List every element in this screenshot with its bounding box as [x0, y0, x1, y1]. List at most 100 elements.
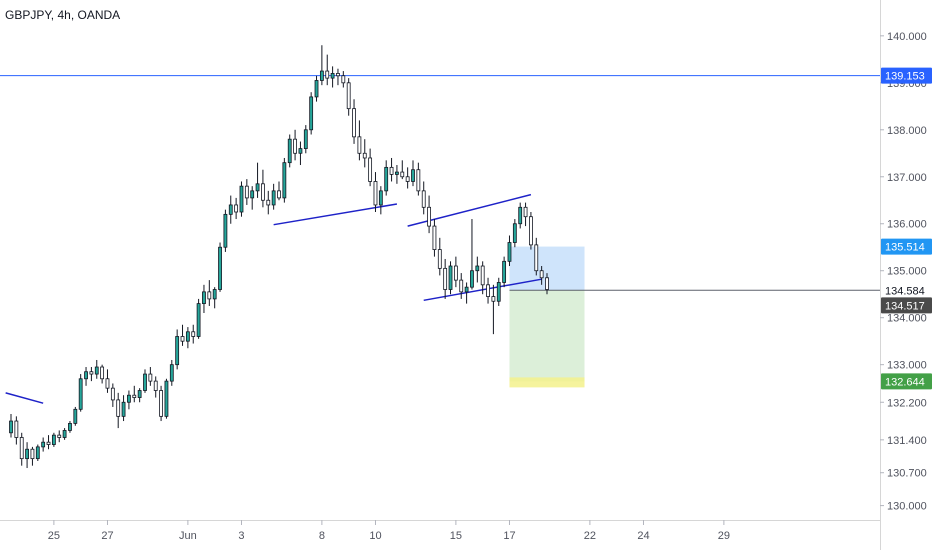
- candle: [30, 446, 35, 466]
- candle: [239, 181, 244, 217]
- candle: [443, 258, 448, 299]
- candle: [336, 68, 340, 86]
- price-tag-target: 132.644: [881, 373, 932, 390]
- candle: [539, 266, 544, 285]
- candle: [330, 66, 335, 88]
- candle: [416, 162, 421, 196]
- price-tick-label: 131.400: [887, 435, 927, 447]
- price-tag-entry: 134.584: [881, 282, 932, 299]
- candle: [282, 157, 287, 203]
- candle: [395, 165, 399, 184]
- candles: [9, 45, 549, 469]
- candle: [207, 280, 212, 306]
- svg-text:134.584: 134.584: [885, 285, 925, 297]
- candle: [405, 167, 410, 189]
- price-axis[interactable]: 140.000139.000138.000137.000136.000135.0…: [880, 31, 927, 513]
- price-tick-label: 136.000: [887, 219, 927, 231]
- candle: [384, 160, 389, 196]
- candle: [432, 219, 437, 257]
- candle: [534, 237, 539, 276]
- time-tick-label: 17: [503, 530, 515, 542]
- candle: [480, 261, 485, 295]
- candle: [486, 277, 490, 304]
- candle: [411, 160, 415, 187]
- price-tag-stop: 135.514: [881, 238, 932, 255]
- position-tool[interactable]: [509, 246, 880, 388]
- candle: [271, 183, 276, 210]
- target-zone[interactable]: [509, 290, 585, 382]
- time-tick-label: 10: [369, 530, 381, 542]
- price-tick-label: 130.000: [887, 501, 927, 513]
- time-tick-label: 8: [319, 530, 325, 542]
- time-tick-label: 29: [718, 530, 730, 542]
- candle: [475, 256, 480, 283]
- candle: [191, 324, 196, 344]
- candle: [421, 181, 426, 215]
- candle: [73, 406, 78, 426]
- target-band: [509, 377, 585, 388]
- trendline[interactable]: [5, 392, 44, 404]
- candle: [218, 242, 222, 292]
- price-tags: 139.153135.514134.58401:32:07134.517132.…: [881, 67, 932, 390]
- svg-text:135.514: 135.514: [885, 242, 925, 254]
- price-tag-last: 134.517: [881, 297, 932, 314]
- candle: [57, 430, 62, 443]
- candle: [51, 432, 56, 447]
- candle: [250, 186, 255, 210]
- time-axis[interactable]: 25 27 Jun 3 8 10 15 17 22 24 29: [48, 520, 730, 542]
- candle: [309, 92, 314, 135]
- candle: [159, 385, 163, 422]
- candle: [116, 392, 121, 429]
- svg-text:134.517: 134.517: [885, 300, 925, 312]
- candle: [261, 169, 265, 208]
- candle: [105, 369, 110, 393]
- time-tick-label: 15: [450, 530, 462, 542]
- candle: [277, 181, 281, 201]
- price-tick-label: 130.700: [887, 468, 927, 480]
- candle: [212, 287, 217, 309]
- svg-text:132.644: 132.644: [885, 376, 925, 388]
- candle: [84, 367, 88, 386]
- candle: [100, 364, 105, 384]
- time-tick-label: 22: [584, 530, 596, 542]
- candle: [180, 324, 185, 346]
- candle: [153, 376, 158, 398]
- candle: [464, 282, 469, 304]
- candle: [529, 212, 533, 250]
- time-tick-label: 24: [637, 530, 649, 542]
- candle: [255, 162, 260, 198]
- candle: [228, 195, 233, 224]
- candle: [185, 327, 190, 349]
- candle: [127, 390, 131, 410]
- candle: [346, 78, 351, 116]
- candle: [427, 195, 431, 234]
- price-tick-label: 138.000: [887, 125, 927, 137]
- candle: [287, 134, 292, 168]
- trendline[interactable]: [273, 203, 398, 226]
- price-tick-label: 134.000: [887, 313, 927, 325]
- candle: [453, 256, 458, 288]
- candle: [352, 99, 356, 144]
- candle: [523, 202, 528, 227]
- candle: [357, 120, 362, 161]
- candle: [223, 209, 228, 252]
- candle: [169, 359, 174, 386]
- candle: [19, 432, 24, 466]
- candle: [545, 273, 549, 295]
- candle: [341, 71, 346, 88]
- candle: [244, 179, 249, 205]
- candle: [319, 45, 324, 86]
- time-tick-label: 25: [48, 530, 60, 542]
- price-tick-label: 135.000: [887, 266, 927, 278]
- candle: [470, 219, 474, 290]
- candle: [502, 256, 507, 288]
- candle: [62, 428, 67, 440]
- candle: [293, 129, 297, 161]
- price-tag-hline: 139.153: [881, 67, 932, 84]
- symbol-label: GBPJPY, 4h, OANDA: [5, 8, 120, 22]
- candle: [175, 329, 180, 370]
- candle: [389, 157, 394, 182]
- candle: [491, 284, 496, 335]
